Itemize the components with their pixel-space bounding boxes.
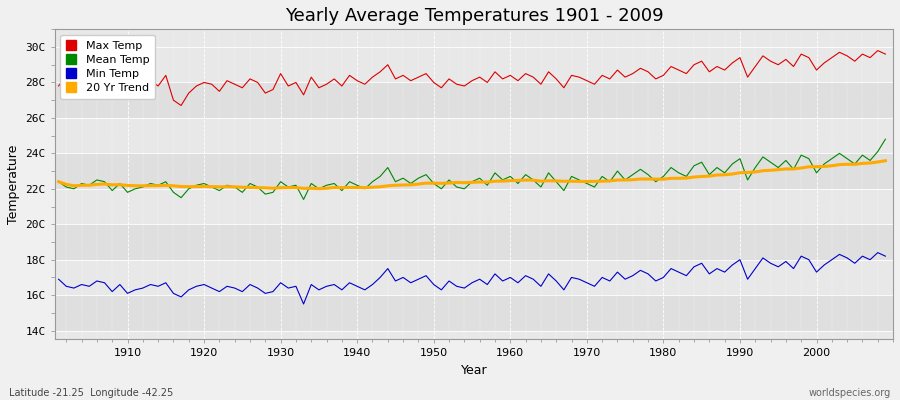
- Bar: [55, 224, 893, 260]
- Text: worldspecies.org: worldspecies.org: [809, 388, 891, 398]
- Bar: [55, 82, 893, 118]
- Bar: [55, 295, 893, 331]
- Title: Yearly Average Temperatures 1901 - 2009: Yearly Average Temperatures 1901 - 2009: [284, 7, 663, 25]
- Y-axis label: Temperature: Temperature: [7, 145, 20, 224]
- Legend: Max Temp, Mean Temp, Min Temp, 20 Yr Trend: Max Temp, Mean Temp, Min Temp, 20 Yr Tre…: [60, 35, 155, 99]
- Bar: [55, 153, 893, 189]
- Text: Latitude -21.25  Longitude -42.25: Latitude -21.25 Longitude -42.25: [9, 388, 173, 398]
- X-axis label: Year: Year: [461, 364, 487, 377]
